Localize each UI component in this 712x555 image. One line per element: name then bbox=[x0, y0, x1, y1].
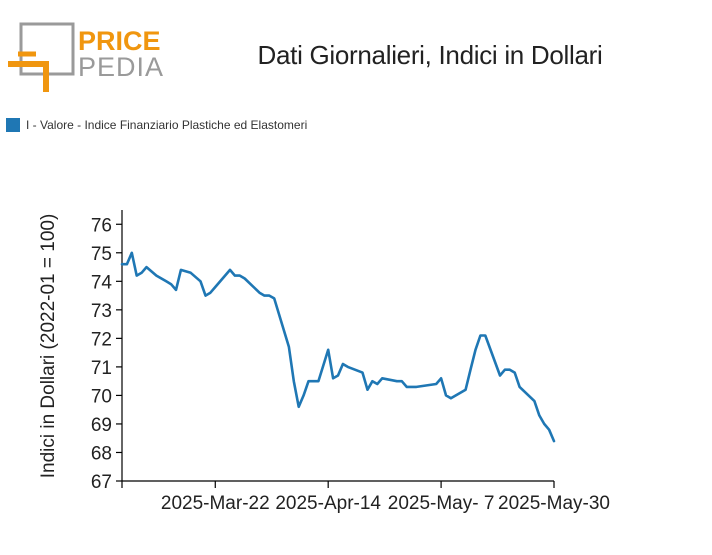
y-tick-label: 67 bbox=[91, 472, 112, 493]
y-tick-label: 68 bbox=[91, 443, 112, 464]
y-tick-label: 75 bbox=[91, 244, 112, 265]
logo-word-bottom: PEDIA bbox=[78, 52, 164, 82]
y-tick-label: 71 bbox=[91, 358, 112, 379]
x-tick-label: 2025-May-30 bbox=[498, 493, 610, 514]
y-axis-title: Indici in Dollari (2022-01 = 100) bbox=[38, 214, 59, 479]
logo-word-top: PRICE bbox=[78, 26, 161, 56]
x-tick-label: 2025-Mar-22 bbox=[161, 493, 270, 514]
logo-orange-corner bbox=[8, 61, 49, 92]
chart-legend: I - Valore - Indice Finanziario Plastich… bbox=[6, 118, 307, 132]
legend-label: I - Valore - Indice Finanziario Plastich… bbox=[26, 118, 308, 132]
y-tick-label: 76 bbox=[91, 215, 112, 236]
legend-swatch bbox=[6, 118, 20, 132]
y-tick-label: 69 bbox=[91, 415, 112, 436]
series-layer bbox=[120, 251, 556, 443]
x-tick-label: 2025-Apr-14 bbox=[275, 493, 381, 514]
y-tick-label: 73 bbox=[91, 301, 112, 322]
y-tick-label: 72 bbox=[91, 329, 112, 350]
chart-title: Dati Giornalieri, Indici in Dollari bbox=[257, 40, 603, 70]
x-tick-label: 2025-May- 7 bbox=[388, 493, 495, 514]
series-line bbox=[120, 251, 556, 443]
y-tick-label: 70 bbox=[91, 386, 112, 407]
y-tick-label: 74 bbox=[91, 272, 113, 293]
axes: 67 68 69 70 71 72 73 74 75 76 2025-Mar-22 2025-Apr-… bbox=[91, 210, 610, 514]
pricepedia-logo: PRICE PEDIA bbox=[8, 22, 164, 92]
